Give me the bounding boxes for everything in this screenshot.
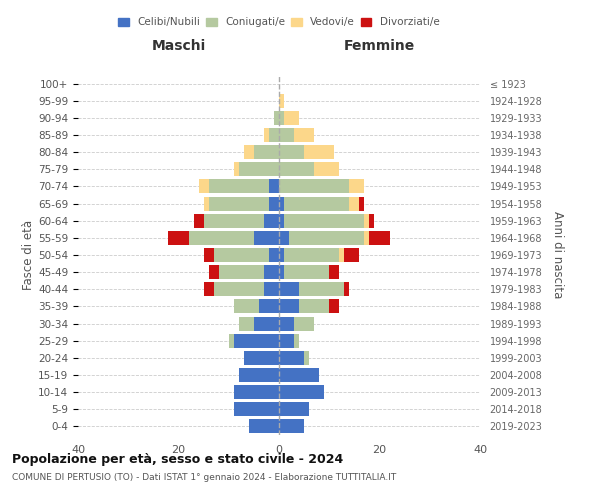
Bar [274, 111, 279, 125]
Bar [234, 334, 279, 347]
Legend: Celibi/Nubili, Coniugati/e, Vedovi/e, Divorziati/e: Celibi/Nubili, Coniugati/e, Vedovi/e, Di… [116, 16, 442, 30]
Bar [199, 180, 209, 194]
Bar [234, 385, 279, 399]
Bar [203, 196, 209, 210]
Bar [279, 368, 319, 382]
Bar [203, 214, 264, 228]
Bar [254, 145, 279, 159]
Bar [234, 300, 259, 314]
Bar [279, 94, 284, 108]
Bar [279, 282, 299, 296]
Bar [269, 180, 279, 194]
Bar [284, 214, 364, 228]
Bar [304, 351, 309, 365]
Bar [249, 420, 279, 434]
Bar [214, 282, 264, 296]
Bar [279, 316, 294, 330]
Bar [279, 420, 304, 434]
Bar [364, 214, 370, 228]
Bar [279, 111, 284, 125]
Bar [344, 248, 359, 262]
Bar [244, 351, 279, 365]
Bar [188, 231, 254, 245]
Bar [269, 196, 279, 210]
Bar [284, 196, 349, 210]
Bar [279, 231, 289, 245]
Bar [254, 316, 279, 330]
Bar [329, 265, 340, 279]
Bar [279, 214, 284, 228]
Bar [344, 282, 349, 296]
Bar [214, 248, 269, 262]
Bar [203, 282, 214, 296]
Bar [294, 316, 314, 330]
Bar [279, 145, 304, 159]
Bar [234, 402, 279, 416]
Bar [299, 300, 329, 314]
Bar [234, 162, 239, 176]
Bar [203, 248, 214, 262]
Text: Femmine: Femmine [344, 38, 415, 52]
Bar [239, 316, 254, 330]
Text: Maschi: Maschi [151, 38, 206, 52]
Bar [239, 162, 279, 176]
Bar [349, 196, 359, 210]
Bar [279, 402, 309, 416]
Text: Popolazione per età, sesso e stato civile - 2024: Popolazione per età, sesso e stato civil… [12, 452, 343, 466]
Bar [279, 265, 284, 279]
Bar [304, 145, 334, 159]
Bar [279, 300, 299, 314]
Bar [194, 214, 203, 228]
Bar [279, 196, 284, 210]
Text: COMUNE DI PERTUSIO (TO) - Dati ISTAT 1° gennaio 2024 - Elaborazione TUTTITALIA.I: COMUNE DI PERTUSIO (TO) - Dati ISTAT 1° … [12, 472, 396, 482]
Bar [279, 162, 314, 176]
Bar [370, 214, 374, 228]
Bar [209, 196, 269, 210]
Bar [340, 248, 344, 262]
Bar [264, 282, 279, 296]
Bar [279, 385, 324, 399]
Bar [329, 300, 340, 314]
Bar [169, 231, 188, 245]
Bar [279, 128, 294, 142]
Bar [364, 231, 370, 245]
Bar [284, 111, 299, 125]
Bar [239, 368, 279, 382]
Y-axis label: Anni di nascita: Anni di nascita [551, 212, 564, 298]
Bar [279, 334, 294, 347]
Bar [269, 248, 279, 262]
Bar [264, 214, 279, 228]
Bar [294, 128, 314, 142]
Bar [284, 248, 340, 262]
Y-axis label: Fasce di età: Fasce di età [22, 220, 35, 290]
Bar [370, 231, 389, 245]
Bar [254, 231, 279, 245]
Bar [279, 351, 304, 365]
Bar [279, 248, 284, 262]
Bar [244, 145, 254, 159]
Bar [294, 334, 299, 347]
Bar [209, 265, 218, 279]
Bar [259, 300, 279, 314]
Bar [269, 128, 279, 142]
Bar [314, 162, 340, 176]
Bar [349, 180, 364, 194]
Bar [219, 265, 264, 279]
Bar [289, 231, 364, 245]
Bar [284, 265, 329, 279]
Bar [209, 180, 269, 194]
Bar [299, 282, 344, 296]
Bar [279, 180, 349, 194]
Bar [264, 265, 279, 279]
Bar [359, 196, 364, 210]
Bar [229, 334, 234, 347]
Bar [264, 128, 269, 142]
